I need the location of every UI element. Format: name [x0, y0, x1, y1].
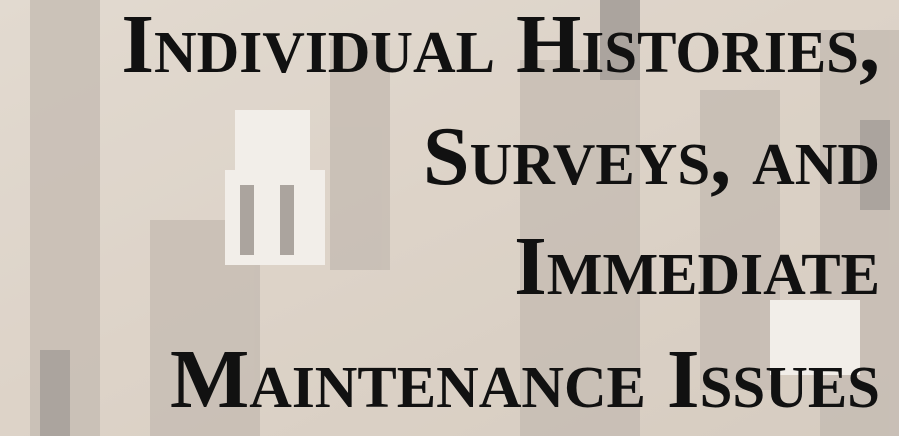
title-line: Immediate: [514, 225, 880, 309]
title-line: Maintenance Issues: [170, 338, 880, 422]
title-line: Individual Histories,: [121, 3, 880, 87]
title-line: Surveys, and: [423, 115, 880, 199]
slide: {"title_lines": ["Individual Histories,"…: [0, 0, 899, 436]
